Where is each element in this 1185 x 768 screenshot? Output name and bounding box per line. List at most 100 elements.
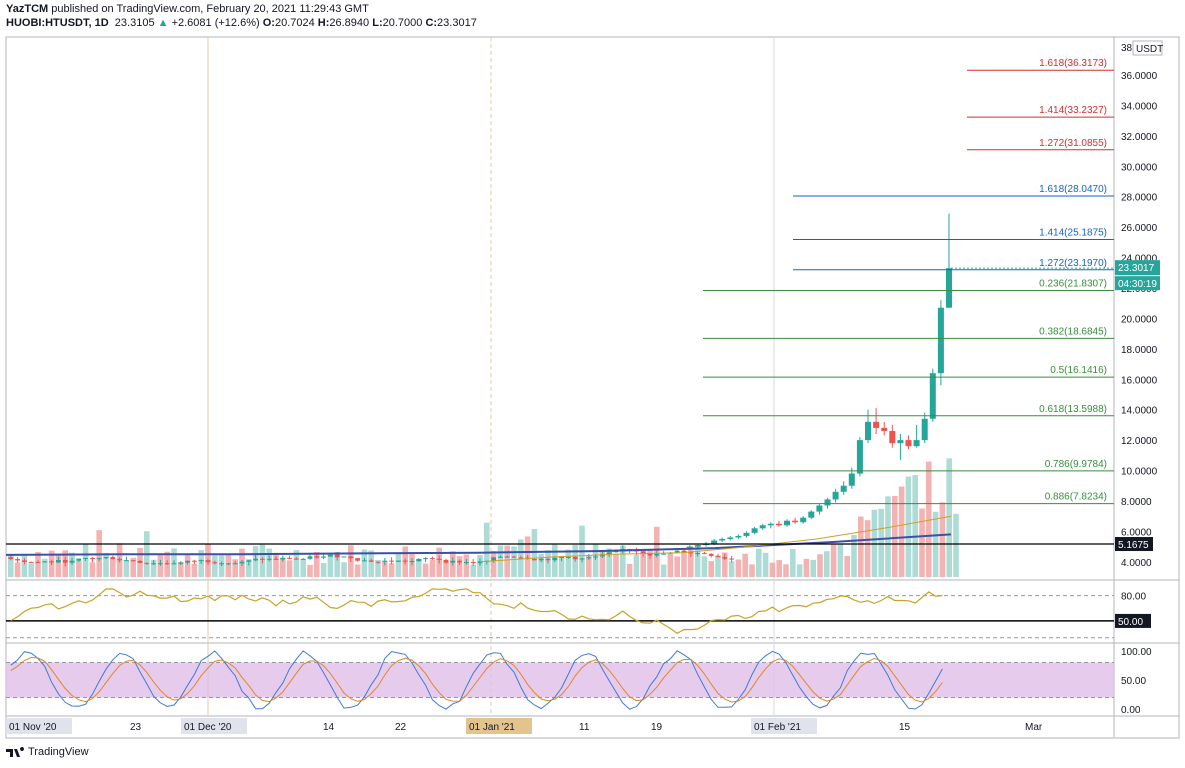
volume-bar [633,554,640,577]
candle-body [873,421,880,428]
volume-bar [477,555,483,577]
candle-body [164,563,170,565]
volume-bar [463,554,470,577]
candle-body [800,517,807,523]
unit-label: USDT [1136,44,1163,55]
time-axis-label: 15 [899,722,911,733]
candle-body [69,560,75,563]
volume-bar [110,558,116,577]
volume-bar [898,486,905,577]
stoch-tick-label: 50.00 [1121,676,1146,687]
volume-bar [8,554,14,577]
volume-bar [776,560,782,577]
footer-brand-text[interactable]: TradingView [28,746,89,758]
countdown-label: 04:30:19 [1118,279,1157,290]
volume-bar [851,534,857,577]
volume-bar [103,552,109,577]
candle-body [579,558,585,560]
volume-bar [769,562,776,577]
volume-bar [545,550,551,577]
time-axis-label: Mar [1025,722,1043,733]
candle-body [881,427,888,431]
volume-bar [334,552,340,577]
volume-bar [76,561,82,577]
fib-level-label: 1.618(28.0470) [1039,184,1107,195]
candle-body [545,558,551,561]
candle-body [226,563,231,565]
candle-body [76,558,82,561]
candle-body [681,550,687,553]
candle-body [362,560,367,562]
volume-bar [511,546,517,577]
candle-body [477,561,483,564]
volume-bar [225,555,232,577]
volume-bar [178,562,184,577]
candle-body [178,562,184,564]
history-candles [8,545,734,567]
volume-bar [286,560,293,577]
volume-bar [130,557,136,577]
volume-bar [382,561,388,577]
candle-body [205,560,211,563]
time-axis-label: 11 [579,722,590,733]
volume-bar [375,559,381,577]
current-price-bg [1115,260,1160,276]
high-label: H: [317,17,330,29]
volume-bar [28,563,34,577]
volume-bar [354,564,361,577]
candle-body [300,558,306,560]
candle-body [49,561,54,563]
volume-bar [953,513,959,577]
price-tick-label: 10.0000 [1121,467,1158,478]
candle-body [212,562,218,564]
candle-body [921,418,928,441]
candle-body [436,558,442,560]
candle-body [694,545,701,547]
close-label: C: [425,17,438,29]
symbol-title[interactable]: HUOBI:HTUSDT, 1D [6,17,109,29]
price-tick-label: 12.0000 [1121,436,1158,447]
volume-bar [341,562,347,577]
volume-bar [538,554,544,577]
time-axis-label: 01 Feb '21 [754,722,801,733]
candle-body [185,560,190,563]
volume-bar [926,461,932,577]
volume-bar [252,546,259,577]
candle-body [661,553,666,555]
volume-bar [212,555,218,577]
volume-bar [422,563,429,577]
candle-body [22,560,27,562]
volume-bar [429,559,436,577]
candle-body [719,538,726,541]
candle-body [905,440,912,447]
volume-bar [416,558,422,577]
volume-bar [531,529,538,577]
candle-body [409,561,415,563]
volume-bar [640,550,646,577]
candle-body [307,556,313,559]
volume-bar [885,496,891,577]
candle-body [552,557,558,561]
publisher-name[interactable]: YazTCM [6,3,49,15]
volume-bar [722,552,728,577]
stoch-band [6,662,1114,698]
volume-bar [388,563,395,577]
candle-body [937,307,944,374]
volume-bars [8,458,959,577]
candle-body [117,559,122,561]
candle-body [759,525,766,529]
volume-bar [368,550,374,577]
volume-bar [456,556,463,577]
candle-body [144,562,150,564]
last-price: 23.3105 [114,17,155,29]
candle-body [743,532,750,536]
candle-body [566,556,571,558]
candle-body [946,268,952,308]
candle-body [848,473,855,486]
candle-body [28,561,34,563]
candle-body [348,556,354,559]
volume-bar [864,520,871,577]
fib-level-label: 0.5(16.1416) [1050,365,1107,376]
volume-bar [21,555,28,577]
